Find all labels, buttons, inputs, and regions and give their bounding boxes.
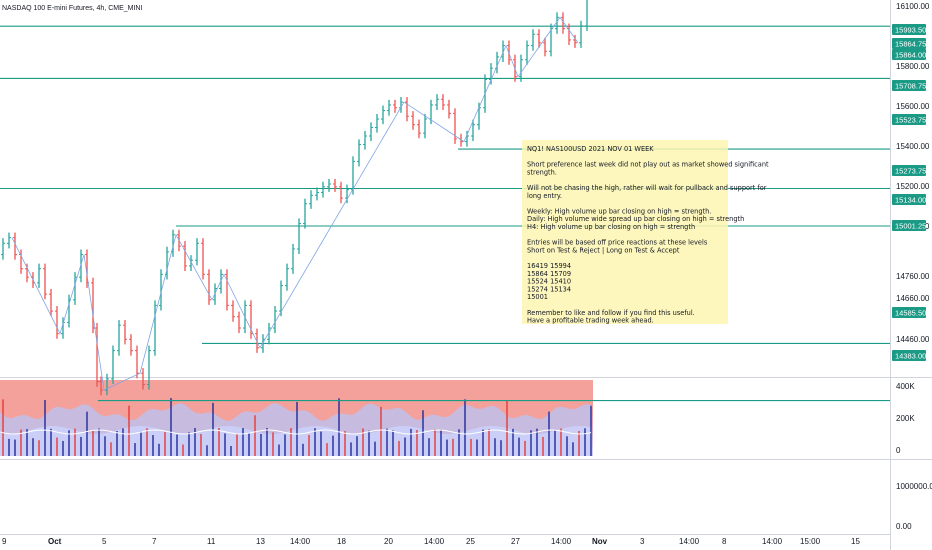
time-tick-label: 3 <box>640 537 645 546</box>
volume-tick-label: 200K <box>896 414 915 423</box>
annotation-line: long entry. <box>527 192 562 200</box>
price-tick-label: 15200.00 <box>896 182 930 191</box>
annotation-line: Remember to like and follow if you find … <box>527 309 695 317</box>
time-axis: 9 Oct 5 7 11 13 14:00 18 20 14:00 25 27 14:00 Nov 3 14:… <box>2 537 860 546</box>
annotation-line: Have a profitable trading week ahead. <box>527 317 654 325</box>
volume-layer <box>0 398 593 456</box>
level-badge <box>892 220 926 231</box>
annotation-line: Weekly: High volume up bar closing on hi… <box>527 207 711 215</box>
level-badge <box>892 165 926 176</box>
level-label: 15134.00 <box>895 196 926 205</box>
time-tick-label: 20 <box>384 537 393 546</box>
annotation-line: 15274 15134 <box>527 285 571 293</box>
level-label: 15523.75 <box>895 116 926 125</box>
price-tick-label: 15800.00 <box>896 62 930 71</box>
time-tick-label: 11 <box>207 537 216 546</box>
time-tick-label: 27 <box>511 537 520 546</box>
indicator-axis: 1000000.00 0.00 <box>896 482 932 531</box>
price-tick-label: 14460.00 <box>896 335 930 344</box>
level-label: 15708.75 <box>895 82 926 91</box>
level-badge <box>892 194 926 205</box>
price-bars <box>1 0 588 396</box>
time-tick-label: 5 <box>102 537 107 546</box>
indicator-tick-label: 0.00 <box>896 522 912 531</box>
volume-ma-line <box>0 429 592 435</box>
price-tick-label: 16100.00 <box>896 2 930 11</box>
time-tick-label: 14:00 <box>551 537 572 546</box>
level-label: 15001.25 <box>895 222 926 231</box>
price-tick-label: 14760.00 <box>896 272 930 281</box>
volume-axis: 400K 200K 0 <box>896 382 915 455</box>
level-label: 15993.50 <box>895 26 926 35</box>
time-tick-label: 15 <box>851 537 860 546</box>
annotation-line: Short preference last week did not play … <box>527 161 769 169</box>
volume-tick-label: 0 <box>896 446 901 455</box>
time-tick-label: 14:00 <box>679 537 700 546</box>
annotation-line: H4: High volume up bar closing on high =… <box>527 223 695 231</box>
time-tick-label: 13 <box>256 537 265 546</box>
annotation-line: NQ1! NAS100USD 2021 NOV 01 WEEK <box>527 145 654 153</box>
level-label: 15864.00 <box>895 51 926 60</box>
level-lines <box>0 25 890 402</box>
annotation-note: NQ1! NAS100USD 2021 NOV 01 WEEK Short pre… <box>527 145 769 325</box>
price-tick-label: 15600.00 <box>896 102 930 111</box>
price-tick-label: 15400.00 <box>896 142 930 151</box>
level-label: 15864.75 <box>895 40 926 49</box>
time-tick-label: 18 <box>337 537 346 546</box>
time-tick-label: 7 <box>152 537 157 546</box>
annotation-line: 16419 15994 <box>527 262 571 270</box>
indicator-tick-label: 1000000.00 <box>896 482 932 491</box>
time-tick-label: Oct <box>48 537 62 546</box>
level-badge <box>892 114 926 125</box>
price-tick-label: 14660.00 <box>896 294 930 303</box>
annotation-line: 15864 15709 <box>527 270 571 278</box>
annotation-line: strength. <box>527 168 557 176</box>
volume-tick-label: 400K <box>896 382 915 391</box>
time-tick-label: 9 <box>2 537 7 546</box>
time-tick-label: Nov <box>592 537 608 546</box>
level-label: 14383.00 <box>895 352 926 361</box>
level-badge <box>892 24 926 35</box>
time-tick-label: 8 <box>722 537 727 546</box>
annotation-line: Entries will be based off price reaction… <box>527 239 708 247</box>
annotation-line: Short on Test & Reject | Long on Test & … <box>527 246 680 254</box>
annotation-line: Daily: High volume wide spread up bar cl… <box>527 215 744 223</box>
zigzag-line <box>11 16 579 391</box>
annotation-line: Will not be chasing the high, rather wil… <box>527 184 767 192</box>
annotation-line: 15524 15410 <box>527 278 571 286</box>
time-tick-label: 14:00 <box>762 537 783 546</box>
annotation-line: 15001 <box>527 293 548 301</box>
level-badge <box>892 307 926 318</box>
level-badge <box>892 38 926 49</box>
level-label: 14585.50 <box>895 309 926 318</box>
level-labels: 15993.50 15864.75 15864.00 15708.75 15523.75… <box>892 24 926 361</box>
annotation-note-bg <box>522 140 728 324</box>
level-badge <box>892 49 926 60</box>
chart-title: NASDAQ 100 E-mini Futures, 4h, CME_MINI <box>2 5 142 12</box>
time-tick-label: 14:00 <box>424 537 445 546</box>
time-tick-label: 14:00 <box>290 537 311 546</box>
time-tick-label: 25 <box>466 537 475 546</box>
time-tick-label: 15:00 <box>800 537 821 546</box>
level-badge <box>892 350 926 361</box>
level-badge <box>892 80 926 91</box>
level-label: 15273.75 <box>895 167 926 176</box>
